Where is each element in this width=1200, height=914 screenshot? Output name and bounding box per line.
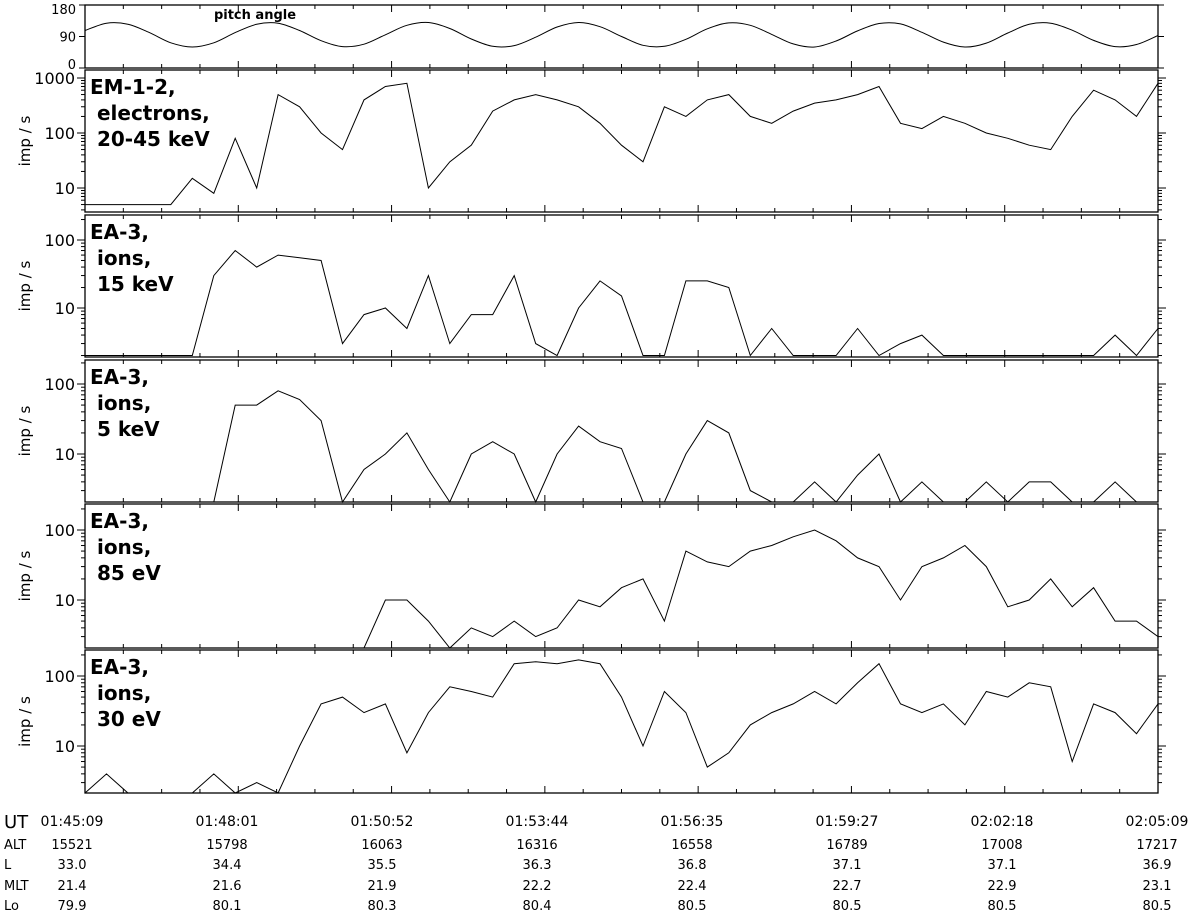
- count-rate-line-5: [84, 659, 1159, 794]
- panel-frame-4: [84, 503, 1159, 649]
- table-cell: 36.9: [1142, 858, 1172, 873]
- table-cell: 36.8: [677, 858, 707, 873]
- table-row-label: Lo: [4, 899, 19, 914]
- table-cell: 22.2: [522, 879, 552, 894]
- table-cell: 01:45:09: [40, 814, 104, 830]
- table-cell: 35.5: [367, 858, 397, 873]
- table-row-label: L: [4, 858, 12, 873]
- panel-frame-5: [84, 649, 1159, 794]
- table-cell: 01:48:01: [195, 814, 259, 830]
- table-cell: 80.5: [677, 899, 707, 914]
- y-axis-label: imp / s: [16, 115, 34, 166]
- panel-label: EA-3, ions, 15 keV: [90, 220, 174, 296]
- table-cell: 33.0: [57, 858, 87, 873]
- panel-label: EA-3, ions, 30 eV: [90, 655, 161, 731]
- panel-frame-1: [84, 69, 1159, 213]
- y-tick-label: 100: [44, 521, 75, 540]
- y-tick-label: 1000: [34, 69, 75, 88]
- table-cell: 01:59:27: [815, 814, 879, 830]
- table-cell: 79.9: [57, 899, 87, 914]
- table-cell: 80.4: [522, 899, 552, 914]
- panel-frame-2: [84, 214, 1159, 358]
- pitch-angle-line: [84, 21, 1159, 48]
- table-cell: 16789: [826, 838, 868, 853]
- y-tick-label: 90: [59, 31, 76, 46]
- y-tick-label: 0: [68, 58, 76, 73]
- table-cell: 37.1: [832, 858, 862, 873]
- table-cell: 34.4: [212, 858, 242, 873]
- table-cell: 16558: [671, 838, 713, 853]
- y-tick-label: 180: [51, 3, 76, 18]
- table-cell: 02:05:09: [1125, 814, 1189, 830]
- table-cell: 15521: [51, 838, 93, 853]
- table-cell: 21.9: [367, 879, 397, 894]
- y-tick-label: 10: [55, 591, 75, 610]
- table-cell: 37.1: [987, 858, 1017, 873]
- panel-title: pitch angle: [214, 8, 296, 23]
- count-rate-line-4: [85, 529, 1159, 649]
- table-cell: 01:56:35: [660, 814, 724, 830]
- count-rate-line-2: [85, 249, 1159, 357]
- table-cell: 80.1: [212, 899, 242, 914]
- y-tick-label: 100: [44, 231, 75, 250]
- table-cell: 22.4: [677, 879, 707, 894]
- y-axis-label: imp / s: [16, 550, 34, 601]
- table-cell: 36.3: [522, 858, 552, 873]
- y-axis-label: imp / s: [16, 405, 34, 456]
- table-cell: 22.9: [987, 879, 1017, 894]
- y-tick-label: 10: [55, 445, 75, 464]
- table-cell: 15798: [206, 838, 248, 853]
- count-rate-line-3: [85, 390, 1158, 504]
- y-tick-label: 10: [55, 299, 75, 318]
- table-cell: 80.5: [987, 899, 1017, 914]
- panel-label: EM-1-2, electrons, 20-45 keV: [90, 75, 210, 151]
- table-cell: 80.3: [367, 899, 397, 914]
- table-cell: 21.6: [212, 879, 242, 894]
- panel-label: EA-3, ions, 85 eV: [90, 509, 161, 585]
- table-cell: 17217: [1136, 838, 1178, 853]
- table-cell: 02:02:18: [970, 814, 1034, 830]
- table-cell: 16063: [361, 838, 403, 853]
- y-axis-label: imp / s: [16, 696, 34, 747]
- table-row-label: MLT: [4, 879, 29, 894]
- y-tick-label: 100: [44, 667, 75, 686]
- table-row-label: ALT: [4, 838, 27, 853]
- table-cell: 80.5: [832, 899, 862, 914]
- table-cell: 23.1: [1142, 879, 1172, 894]
- table-cell: 22.7: [832, 879, 862, 894]
- count-rate-line-1: [85, 82, 1159, 206]
- table-cell: 17008: [981, 838, 1023, 853]
- table-cell: 80.5: [1142, 899, 1172, 914]
- table-cell: 16316: [516, 838, 558, 853]
- table-cell: 01:53:44: [505, 814, 569, 830]
- y-tick-label: 100: [44, 375, 75, 394]
- table-row-label: UT: [4, 812, 29, 833]
- panel-label: EA-3, ions, 5 keV: [90, 365, 160, 441]
- y-tick-label: 10: [55, 179, 75, 198]
- y-axis-label: imp / s: [16, 260, 34, 311]
- panel-frame-3: [84, 359, 1159, 503]
- y-tick-label: 10: [55, 737, 75, 756]
- table-cell: 01:50:52: [350, 814, 414, 830]
- y-tick-label: 100: [44, 124, 75, 143]
- table-cell: 21.4: [57, 879, 87, 894]
